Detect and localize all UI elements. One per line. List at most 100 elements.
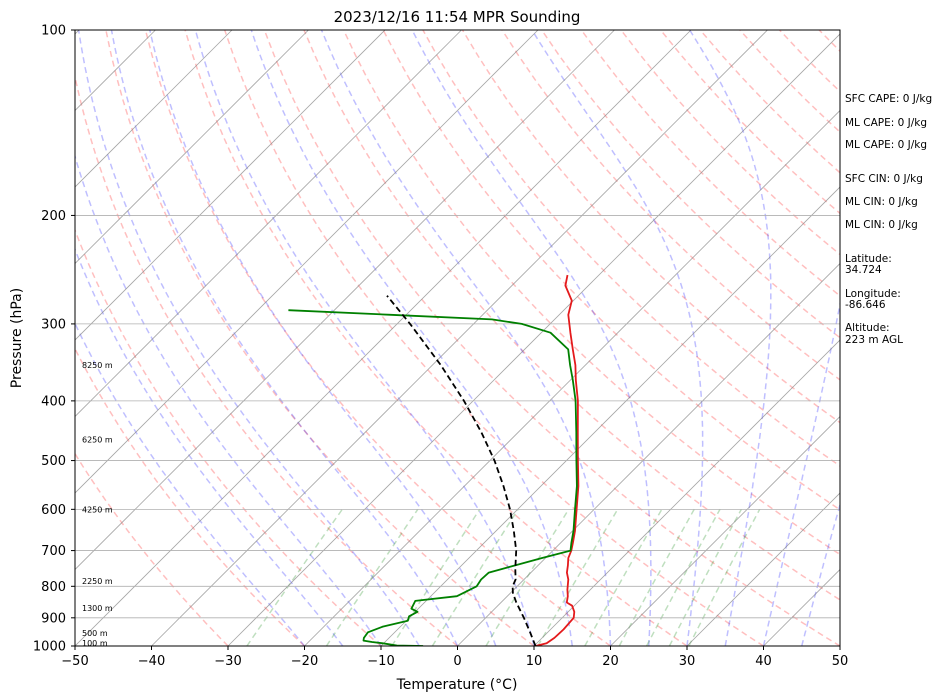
- isotherm: [75, 30, 615, 571]
- chart-title: 2023/12/16 11:54 MPR Sounding: [334, 8, 581, 26]
- moist-adiabat: [762, 300, 840, 646]
- moist-adiabat: [149, 30, 497, 646]
- height-label: 8250 m: [82, 361, 113, 370]
- x-tick-label: 50: [832, 654, 849, 669]
- annotation-text: ML CIN: 0 J/kg: [845, 196, 918, 208]
- height-label: 500 m: [82, 629, 108, 638]
- moist-adiabat: [531, 30, 704, 646]
- x-tick-label: 0: [453, 654, 461, 669]
- height-label: 1300 m: [82, 604, 113, 613]
- y-tick-label: 1000: [33, 640, 66, 655]
- annotation-text: Longitude:: [845, 288, 901, 300]
- isotherm: [75, 30, 386, 341]
- annotation-text: ML CAPE: 0 J/kg: [845, 117, 927, 129]
- moist-adiabat: [75, 247, 344, 646]
- dry-adiabat: [422, 30, 840, 467]
- y-axis-title: Pressure (hPa): [9, 288, 25, 388]
- moist-adiabat: [411, 30, 652, 646]
- moist-adiabat: [77, 30, 420, 646]
- background-lines: [0, 30, 840, 646]
- x-tick-label: −20: [291, 654, 318, 669]
- mixing-ratio-line: [668, 508, 742, 646]
- annotation-text: ML CAPE: 0 J/kg: [845, 139, 927, 151]
- moist-adiabat: [689, 30, 772, 646]
- moist-adiabat: [801, 502, 840, 646]
- isotherm: [75, 30, 539, 494]
- x-tick-label: −50: [61, 654, 88, 669]
- pressure-grid: [75, 30, 840, 646]
- plot-frame: [74, 29, 841, 647]
- dry-adiabat: [382, 30, 840, 511]
- isotherm: [0, 30, 3, 646]
- y-tick-label: 100: [41, 24, 66, 39]
- moist-adiabat: [250, 30, 574, 646]
- dry-adiabat: [75, 347, 306, 646]
- dry-adiabat: [75, 228, 382, 646]
- dry-adiabat: [263, 30, 840, 646]
- moist-adiabat: [75, 153, 382, 646]
- x-tick-label: 20: [602, 654, 619, 669]
- isotherm: [610, 415, 840, 646]
- x-axis-title: Temperature (°C): [396, 677, 518, 693]
- mixing-ratio-line: [688, 508, 761, 646]
- mixing-ratio-line: [431, 508, 519, 646]
- isotherm: [75, 30, 462, 418]
- mixing-ratio-line: [246, 508, 343, 646]
- y-tick-label: 600: [41, 503, 66, 518]
- isotherm: [304, 109, 840, 646]
- mixing-ratio-line: [537, 508, 619, 646]
- dewpoint-line: [288, 309, 578, 646]
- parcel-profile-line: [386, 295, 537, 646]
- isotherm: [75, 30, 309, 265]
- y-tick-label: 400: [41, 394, 66, 409]
- annotation-text: ML CIN: 0 J/kg: [845, 219, 918, 231]
- dry-adiabat: [580, 30, 840, 297]
- annotation-text: -86.646: [845, 299, 886, 311]
- isotherm: [457, 262, 840, 646]
- y-tick-label: 700: [41, 544, 66, 559]
- x-tick-label: 10: [526, 654, 543, 669]
- height-label: 2250 m: [82, 577, 113, 586]
- height-label: 100 m: [82, 639, 108, 648]
- dry-adiabat: [342, 30, 840, 556]
- isotherm: [686, 492, 840, 646]
- mixing-ratio-line: [645, 508, 721, 646]
- x-tick-label: 40: [755, 654, 772, 669]
- moist-adiabat: [110, 30, 459, 646]
- x-tick-label: −10: [367, 654, 394, 669]
- annotation-text: Altitude:: [845, 322, 890, 334]
- annotation-text: SFC CIN: 0 J/kg: [845, 173, 923, 185]
- y-axis: 1000 900 800 700 600 500 400 300 200 100: [33, 24, 75, 655]
- annotation-text: 223 m AGL: [845, 334, 903, 346]
- mixing-ratio-line: [485, 508, 570, 646]
- isotherm: [380, 186, 840, 646]
- isotherm: [227, 33, 840, 646]
- x-tick-label: −30: [214, 654, 241, 669]
- isotherm: [75, 30, 692, 646]
- height-label: 4250 m: [82, 505, 113, 514]
- moist-adiabat: [320, 30, 612, 646]
- isotherm: [75, 30, 233, 188]
- y-tick-label: 500: [41, 454, 66, 469]
- isotherm: [533, 339, 840, 646]
- moist-adiabat: [194, 30, 535, 646]
- annotation-text: 34.724: [845, 264, 882, 276]
- y-tick-label: 200: [41, 209, 66, 224]
- dry-adiabat: [303, 30, 840, 601]
- annotation-text: Latitude:: [845, 253, 892, 265]
- dry-adiabat: [75, 452, 229, 646]
- x-tick-label: 30: [679, 654, 696, 669]
- annotation-text: SFC CAPE: 0 J/kg: [845, 93, 932, 105]
- y-tick-label: 300: [41, 317, 66, 332]
- dry-adiabat: [223, 30, 764, 646]
- isotherm: [151, 30, 768, 646]
- height-label: 6250 m: [82, 435, 113, 444]
- mixing-ratio-line: [584, 508, 663, 646]
- dry-adiabat: [105, 30, 535, 646]
- sounding-annotations: SFC CAPE: 0 J/kg ML CAPE: 0 J/kg ML CAPE: …: [845, 93, 932, 346]
- y-tick-label: 900: [41, 611, 66, 626]
- x-tick-label: −40: [138, 654, 165, 669]
